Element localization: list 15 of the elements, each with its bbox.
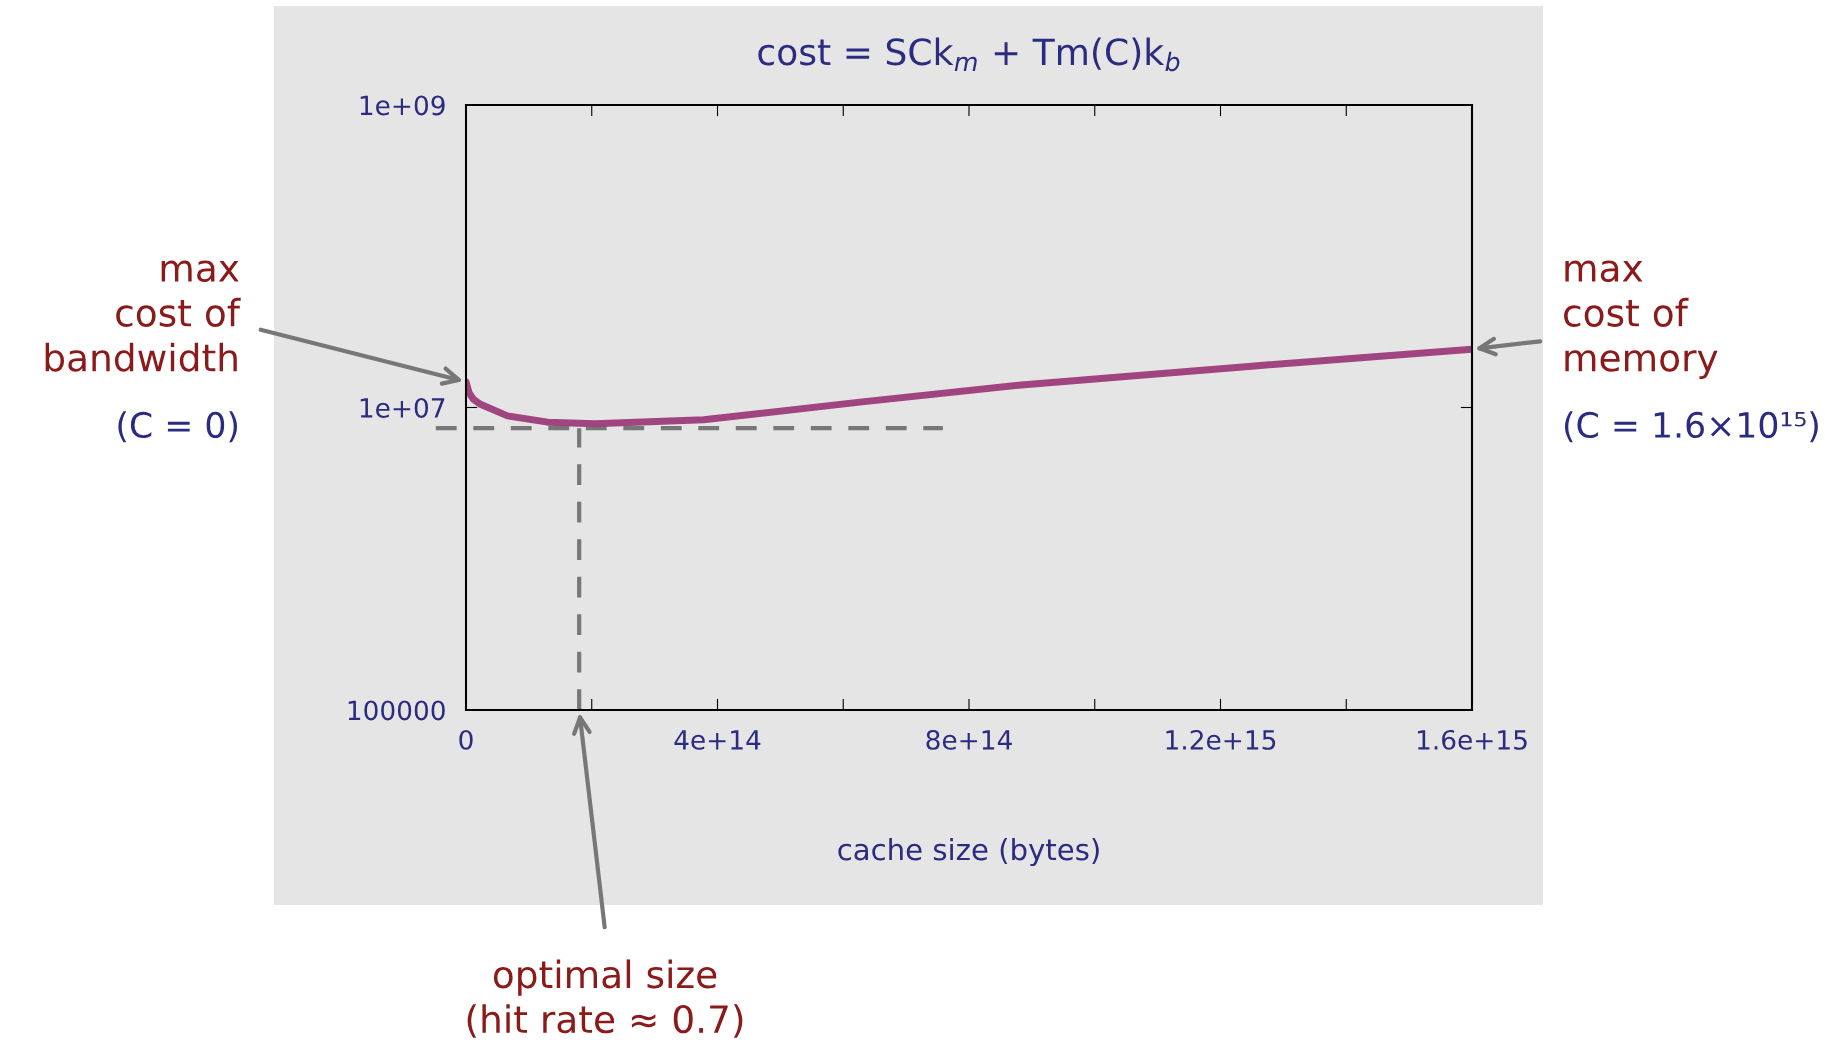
text: (C = 0): [118, 411, 238, 443]
annotation: max cost of bandwidth: [45, 260, 241, 372]
y-tick-label: 1e+09: [360, 95, 445, 116]
chart-title: cost = SCk$_{m}$ + Tm(C)k$_{b}$: [758, 37, 1180, 72]
x-axis-title: cache size (bytes): [838, 837, 1099, 867]
y-tick-label: 1e+07: [360, 397, 445, 418]
x-tick-label: 8e+14: [926, 729, 1012, 750]
x-tick-label: 1.2e+15: [1166, 729, 1276, 750]
x-tick-label: 0: [459, 729, 473, 750]
annotation: max cost of memory: [1564, 260, 1718, 379]
text: (C = 1.6×10¹⁵): [1564, 411, 1818, 443]
x-tick-label: 4e+14: [674, 730, 761, 750]
x-tick-label: 1.6e+15: [1417, 729, 1527, 750]
text: optimal size (hit rate ≈ 0.7): [467, 959, 743, 1038]
y-tick-label: 100000: [348, 700, 445, 721]
